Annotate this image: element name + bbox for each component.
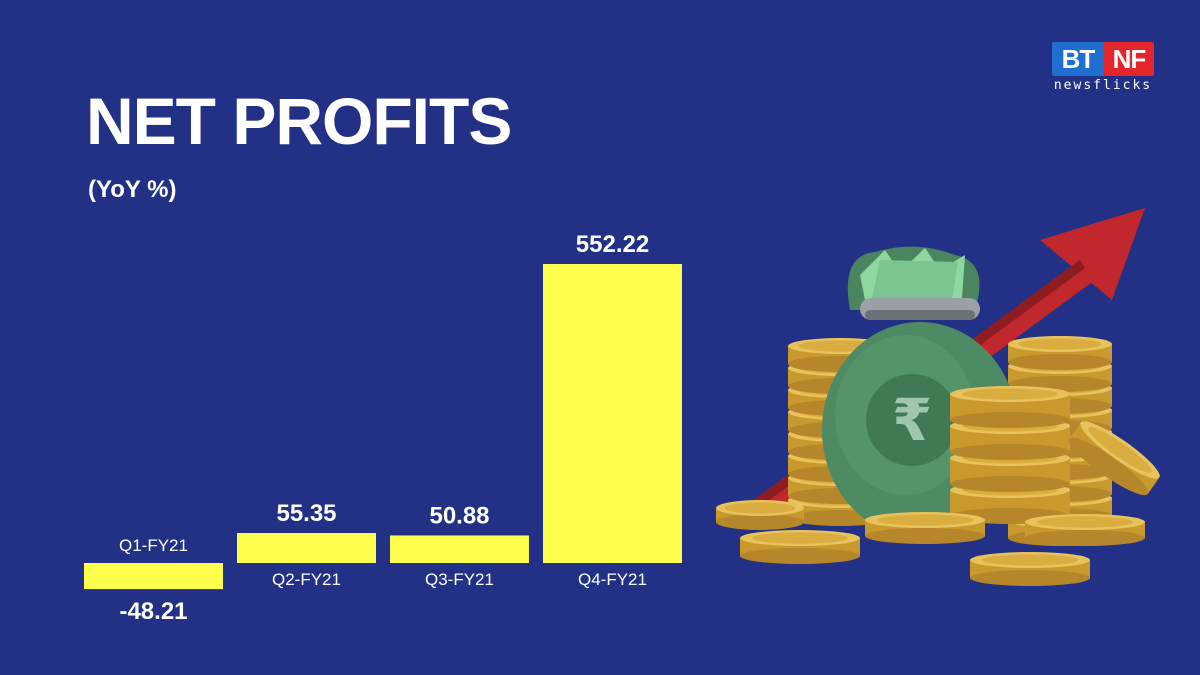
logo-box: BT NF bbox=[1052, 42, 1154, 76]
bar-q3-fy21 bbox=[390, 535, 529, 563]
bar-q4-fy21 bbox=[543, 264, 682, 563]
money-bag-coins-arrow-icon: ₹ bbox=[716, 208, 1160, 586]
category-label: Q1-FY21 bbox=[119, 536, 188, 555]
value-label: -48.21 bbox=[119, 598, 187, 625]
logo-bt: BT bbox=[1052, 42, 1104, 76]
brand-logo: BT NF newsflicks bbox=[1052, 42, 1154, 93]
category-label: Q3-FY21 bbox=[425, 570, 494, 589]
logo-tagline: newsflicks bbox=[1053, 78, 1153, 93]
coin-stack-front bbox=[716, 386, 1160, 586]
page-subtitle: (YoY %) bbox=[88, 176, 177, 203]
page-title: NET PROFITS bbox=[86, 84, 512, 158]
value-label: 55.35 bbox=[276, 500, 336, 527]
value-label: 50.88 bbox=[429, 502, 489, 529]
rupee-symbol: ₹ bbox=[892, 386, 932, 454]
category-label: Q4-FY21 bbox=[578, 570, 647, 589]
bar-q1-fy21 bbox=[84, 563, 223, 590]
money-bag-icon: ₹ bbox=[822, 246, 1018, 538]
logo-nf: NF bbox=[1104, 42, 1154, 76]
bar-chart: -48.21 Q1-FY21 55.35 Q2-FY21 50.88 Q3-FY21 552… bbox=[84, 231, 682, 625]
bar-q2-fy21 bbox=[237, 533, 376, 563]
category-label: Q2-FY21 bbox=[272, 570, 341, 589]
value-label: 552.22 bbox=[576, 231, 649, 258]
